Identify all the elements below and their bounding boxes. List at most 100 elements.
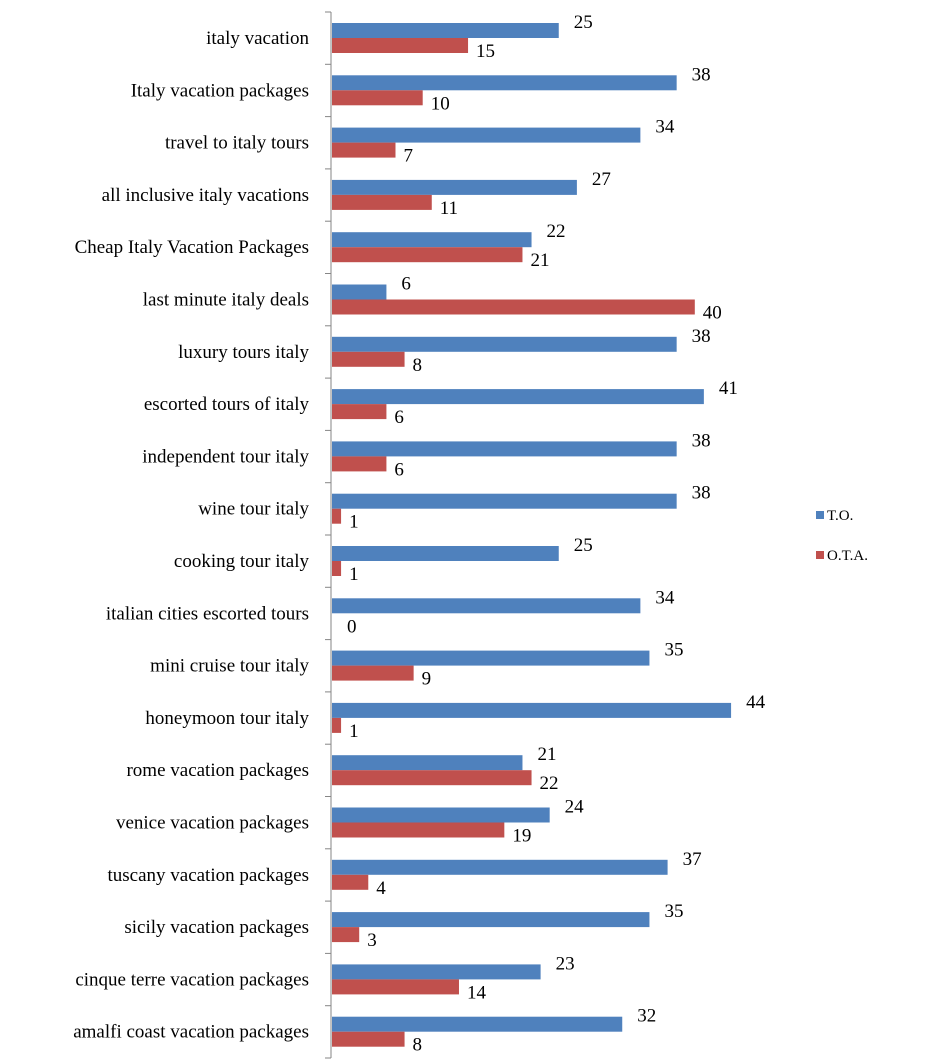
data-label-to: 22 [547, 221, 566, 242]
category-label: cooking tour italy [174, 551, 310, 572]
bar-ota [332, 299, 695, 315]
bar-to [332, 859, 668, 875]
category-label: all inclusive italy vacations [102, 185, 309, 206]
bar-ota [332, 874, 369, 890]
bar-to [332, 598, 641, 614]
category-label: luxury tours italy [178, 342, 309, 363]
bar-to [332, 127, 641, 143]
data-label-to: 38 [692, 430, 711, 451]
category-label: travel to italy tours [165, 133, 309, 154]
data-label-ota: 3 [367, 930, 377, 951]
bar-ota [332, 508, 342, 524]
bar-to [332, 912, 650, 928]
bar-ota [332, 90, 423, 106]
data-label-ota: 22 [540, 773, 559, 794]
data-label-to: 25 [574, 535, 593, 556]
data-label-ota: 0 [347, 616, 357, 637]
category-label: sicily vacation packages [124, 917, 309, 938]
data-label-to: 34 [655, 587, 675, 608]
data-label-to: 38 [692, 483, 711, 504]
data-label-ota: 8 [413, 355, 423, 376]
data-label-to: 44 [746, 692, 766, 713]
category-label: last minute italy deals [143, 290, 309, 311]
bar-to [332, 336, 677, 352]
bar-ota [332, 979, 459, 995]
data-label-to: 25 [574, 12, 593, 33]
bar-ota [332, 38, 469, 53]
category-label: venice vacation packages [116, 813, 309, 834]
legend-label-ota: O.T.A. [827, 548, 868, 564]
data-label-ota: 7 [403, 146, 413, 167]
category-label: mini cruise tour italy [150, 656, 309, 677]
data-label-to: 41 [719, 378, 738, 399]
bar-ota [332, 194, 432, 210]
bar-ota [332, 456, 387, 472]
bar-ota [332, 404, 387, 420]
category-label: independent tour italy [142, 446, 309, 467]
bar-to [332, 441, 677, 457]
data-label-to: 35 [664, 640, 683, 661]
legend-swatch-to [816, 511, 824, 519]
data-label-to: 34 [655, 117, 675, 138]
data-label-ota: 19 [512, 826, 531, 847]
data-label-to: 37 [683, 849, 702, 870]
bar-ota [332, 247, 523, 263]
bar-ota [332, 665, 414, 681]
data-label-ota: 1 [349, 721, 359, 742]
bar-to [332, 284, 387, 300]
data-label-to: 38 [692, 326, 711, 347]
legend-label-to: T.O. [827, 508, 853, 524]
category-label: tuscany vacation packages [107, 865, 309, 886]
bar-to [332, 179, 577, 195]
data-label-to: 38 [692, 64, 711, 85]
data-label-ota: 40 [703, 303, 722, 324]
bar-to [332, 702, 732, 718]
data-label-to: 35 [664, 901, 683, 922]
bar-ota [332, 1031, 405, 1047]
bar-ota [332, 717, 342, 733]
bar-to [332, 807, 550, 823]
category-label: honeymoon tour italy [145, 708, 309, 729]
data-label-to: 23 [556, 953, 575, 974]
data-label-to: 27 [592, 169, 611, 190]
data-label-to: 6 [401, 274, 411, 295]
category-label: Cheap Italy Vacation Packages [75, 237, 309, 258]
data-label-ota: 10 [431, 93, 450, 114]
category-label: Italy vacation packages [131, 80, 309, 101]
category-label: italy vacation [206, 28, 309, 49]
data-label-ota: 6 [394, 407, 404, 428]
data-label-ota: 21 [530, 250, 549, 271]
bar-to [332, 493, 677, 509]
data-label-ota: 11 [440, 198, 458, 219]
category-label: cinque terre vacation packages [75, 969, 309, 990]
data-label-ota: 9 [422, 669, 432, 690]
bar-ota [332, 822, 505, 838]
category-label: wine tour italy [198, 499, 309, 520]
bar-ota [332, 770, 532, 786]
category-label: amalfi coast vacation packages [73, 1022, 309, 1043]
category-label: rome vacation packages [126, 760, 309, 781]
bar-to [332, 755, 523, 771]
data-label-to: 24 [565, 797, 585, 818]
bar-to [332, 546, 559, 561]
bar-to [332, 232, 532, 248]
bar-to [332, 1016, 623, 1032]
bar-to [332, 650, 650, 666]
bar-ota [332, 561, 342, 576]
bar-to [332, 389, 704, 405]
data-label-ota: 14 [467, 982, 487, 1003]
bar-to [332, 23, 559, 38]
data-label-ota: 6 [394, 459, 404, 480]
category-label: escorted tours of italy [144, 394, 310, 415]
bar-to [332, 964, 541, 980]
data-label-to: 21 [537, 744, 556, 765]
data-label-to: 32 [637, 1006, 656, 1027]
bar-ota [332, 142, 396, 158]
data-label-ota: 4 [376, 878, 386, 899]
data-label-ota: 15 [476, 41, 495, 62]
category-label: italian cities escorted tours [106, 603, 309, 624]
data-label-ota: 8 [413, 1035, 423, 1056]
bar-to [332, 75, 677, 91]
